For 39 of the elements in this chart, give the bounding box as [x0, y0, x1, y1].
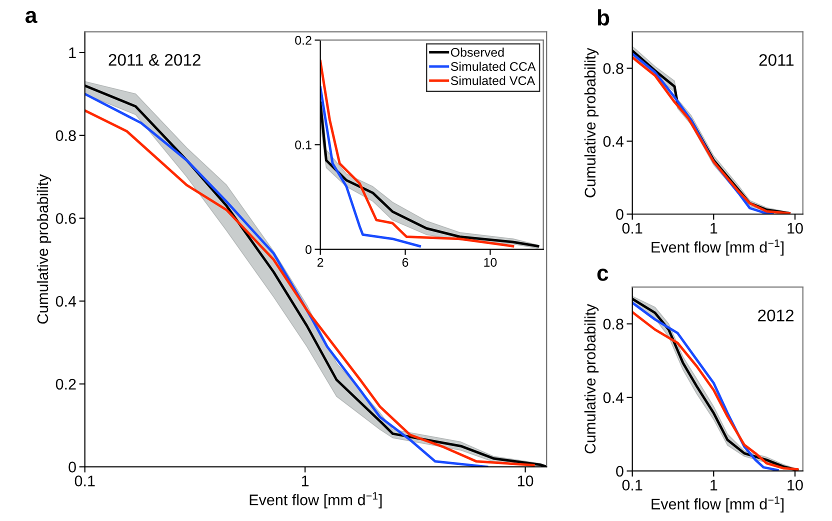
- y-tick-label: 0.6: [56, 213, 76, 224]
- y-tick-label: 0.8: [56, 130, 76, 142]
- text: 2011: [759, 54, 794, 66]
- text: b: [598, 9, 610, 26]
- x-tick-label: 10: [788, 480, 803, 491]
- y-tick-label: 0: [68, 462, 76, 472]
- y-tick-label: 0.4: [603, 392, 624, 404]
- line-series: [320, 86, 421, 248]
- text: c: [597, 268, 608, 281]
- x-axis-title: Event flow [mm d$^{−1}$]: [652, 239, 784, 256]
- text: 2011 & 2012: [108, 54, 200, 66]
- y-tick-label: 0.4: [56, 296, 76, 307]
- legend-label: Simulated CCA: [450, 62, 536, 71]
- legend-label: Simulated VCA: [450, 76, 536, 86]
- y-tick-label: 0.1: [295, 140, 312, 150]
- x-tick-label: 10: [788, 222, 803, 234]
- x-tick-label: 1: [710, 223, 718, 234]
- text: 2012: [758, 310, 794, 322]
- y-tick-label: 0.8: [603, 63, 624, 74]
- y-axis-title: Cumulative probability: [584, 304, 599, 454]
- y-tick-label: 0: [616, 466, 624, 477]
- x-axis-title: Event flow [mm d$^{−1}$]: [250, 492, 382, 508]
- x-tick-label: 2: [317, 258, 324, 267]
- y-tick-label: 0: [616, 209, 624, 220]
- x-tick-label: 1: [710, 480, 718, 490]
- y-tick-label: 0.8: [603, 318, 624, 330]
- y-tick-label: 0: [306, 245, 312, 254]
- y-axis-title: Cumulative probability: [584, 48, 599, 198]
- y-tick-label: 0.4: [603, 136, 624, 147]
- x-tick-label: 10: [484, 258, 497, 267]
- y-axis-title: Cumulative probability: [36, 174, 52, 324]
- x-tick-label: 10: [518, 476, 534, 486]
- text: a: [25, 10, 38, 24]
- legend-label: Observed: [450, 48, 504, 57]
- y-tick-label: 0.2: [295, 36, 312, 45]
- x-tick-label: 6: [402, 258, 408, 267]
- x-axis-title: Event flow [mm d$^{−1}$]: [652, 496, 784, 513]
- y-tick-label: 0.2: [56, 378, 76, 390]
- y-tick-label: 1: [69, 48, 76, 58]
